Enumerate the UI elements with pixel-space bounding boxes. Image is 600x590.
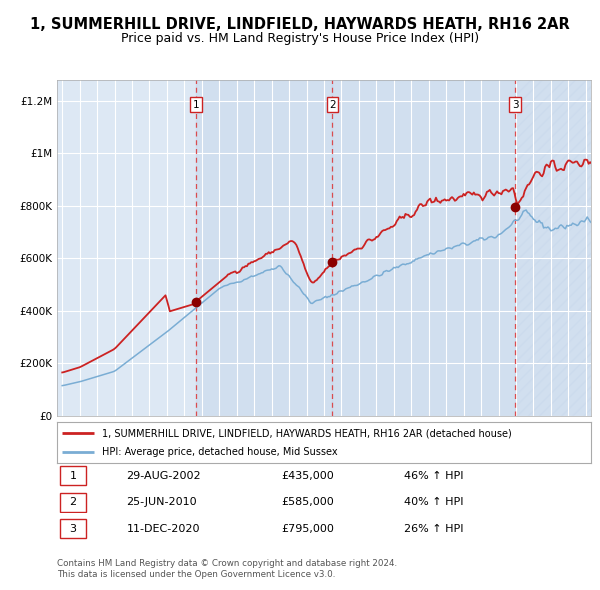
Text: 26% ↑ HPI: 26% ↑ HPI — [404, 524, 464, 533]
Text: 25-JUN-2010: 25-JUN-2010 — [127, 497, 197, 507]
Text: 29-AUG-2002: 29-AUG-2002 — [127, 471, 201, 480]
Text: 3: 3 — [512, 100, 518, 110]
Text: Price paid vs. HM Land Registry's House Price Index (HPI): Price paid vs. HM Land Registry's House … — [121, 32, 479, 45]
Text: £585,000: £585,000 — [281, 497, 334, 507]
Text: 1, SUMMERHILL DRIVE, LINDFIELD, HAYWARDS HEATH, RH16 2AR (detached house): 1, SUMMERHILL DRIVE, LINDFIELD, HAYWARDS… — [103, 428, 512, 438]
Text: 3: 3 — [70, 524, 77, 533]
Bar — [332, 80, 515, 416]
Text: 2: 2 — [329, 100, 335, 110]
Text: 46% ↑ HPI: 46% ↑ HPI — [404, 471, 464, 480]
Text: £435,000: £435,000 — [281, 471, 334, 480]
FancyBboxPatch shape — [59, 519, 86, 538]
Text: 1, SUMMERHILL DRIVE, LINDFIELD, HAYWARDS HEATH, RH16 2AR: 1, SUMMERHILL DRIVE, LINDFIELD, HAYWARDS… — [30, 17, 570, 31]
Bar — [515, 80, 600, 416]
FancyBboxPatch shape — [59, 466, 86, 485]
Bar — [196, 80, 332, 416]
Text: 40% ↑ HPI: 40% ↑ HPI — [404, 497, 464, 507]
Text: This data is licensed under the Open Government Licence v3.0.: This data is licensed under the Open Gov… — [57, 571, 335, 579]
Text: HPI: Average price, detached house, Mid Sussex: HPI: Average price, detached house, Mid … — [103, 447, 338, 457]
Text: 11-DEC-2020: 11-DEC-2020 — [127, 524, 200, 533]
Text: 2: 2 — [70, 497, 77, 507]
Text: 1: 1 — [193, 100, 199, 110]
FancyBboxPatch shape — [59, 493, 86, 512]
Text: £795,000: £795,000 — [281, 524, 334, 533]
Text: Contains HM Land Registry data © Crown copyright and database right 2024.: Contains HM Land Registry data © Crown c… — [57, 559, 397, 568]
Text: 1: 1 — [70, 471, 77, 480]
